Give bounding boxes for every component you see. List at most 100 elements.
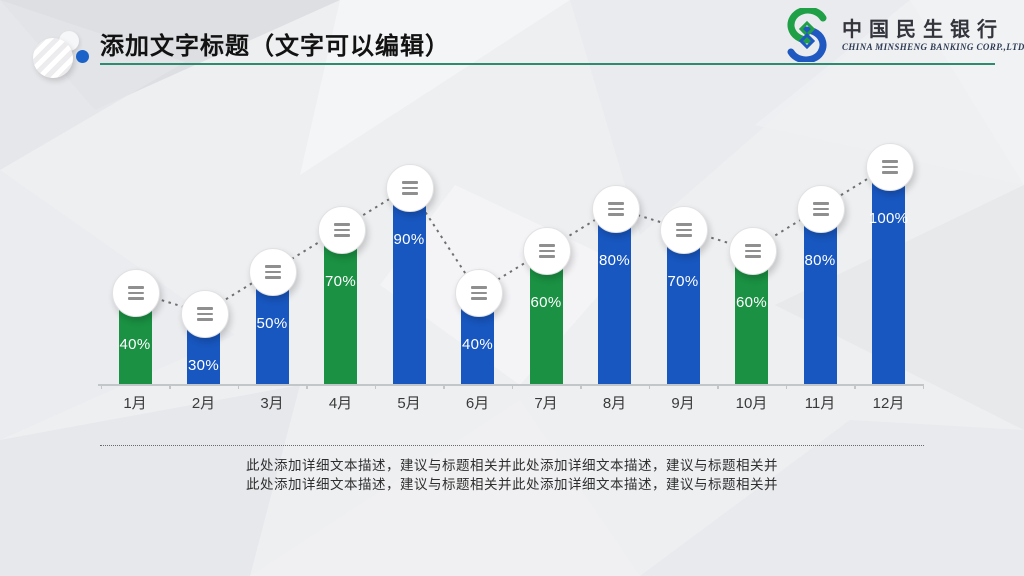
axis-category-label: 6月 bbox=[465, 395, 490, 412]
menu-icon bbox=[881, 165, 898, 169]
axis-tick bbox=[854, 385, 856, 389]
marker-circle[interactable] bbox=[249, 248, 297, 296]
menu-icon bbox=[676, 234, 692, 237]
axis-category-label: 2月 bbox=[191, 395, 216, 412]
axis-tick bbox=[717, 385, 719, 389]
menu-icon bbox=[265, 276, 281, 279]
bar-value-label: 70% bbox=[667, 273, 699, 290]
marker-circle[interactable] bbox=[386, 164, 434, 212]
menu-icon bbox=[128, 297, 144, 300]
title-underline bbox=[100, 63, 995, 65]
axis-category-label: 4月 bbox=[328, 395, 353, 412]
menu-icon bbox=[813, 207, 829, 211]
menu-icon bbox=[881, 171, 898, 174]
marker-circle[interactable] bbox=[317, 206, 366, 254]
menu-icon bbox=[813, 202, 829, 205]
axis-tick bbox=[648, 385, 651, 389]
marker-circle[interactable] bbox=[660, 206, 708, 254]
marker-circle[interactable] bbox=[865, 143, 914, 191]
menu-icon bbox=[881, 160, 898, 163]
chart-bar[interactable]: 80% bbox=[803, 216, 837, 384]
marker-circle[interactable] bbox=[112, 269, 160, 317]
chart-bar[interactable]: 70% bbox=[666, 237, 700, 384]
chart-bar[interactable]: 70% bbox=[324, 237, 357, 384]
axis-category-label: 5月 bbox=[397, 395, 421, 412]
menu-icon bbox=[744, 244, 761, 247]
menu-icon bbox=[539, 244, 555, 247]
axis-category-label: 10月 bbox=[735, 395, 768, 412]
menu-icon bbox=[196, 318, 213, 321]
marker-circle[interactable] bbox=[180, 290, 229, 338]
menu-icon bbox=[470, 291, 487, 295]
bar-value-label: 100% bbox=[868, 210, 909, 227]
bank-logo: 中国民生银行 CHINA MINSHENG BANKING CORP.,LTD. bbox=[779, 8, 1024, 62]
axis-category-label: 9月 bbox=[671, 395, 695, 412]
footer-divider-dotted bbox=[100, 445, 924, 446]
marker-circle[interactable] bbox=[797, 185, 845, 233]
chart-bar[interactable]: 80% bbox=[598, 216, 631, 384]
marker-circle[interactable] bbox=[523, 227, 571, 275]
axis-tick bbox=[100, 385, 103, 389]
marker-circle[interactable] bbox=[728, 227, 777, 275]
axis-tick bbox=[511, 385, 514, 389]
menu-icon bbox=[607, 213, 624, 216]
bar-value-label: 40% bbox=[119, 336, 151, 353]
axis-category-label: 1月 bbox=[123, 395, 147, 412]
axis-category-label: 12月 bbox=[872, 395, 905, 412]
menu-icon bbox=[402, 181, 418, 184]
menu-icon bbox=[744, 249, 761, 253]
axis-tick bbox=[785, 385, 788, 389]
menu-icon bbox=[676, 228, 692, 232]
menu-icon bbox=[813, 213, 829, 216]
chart-bar[interactable]: 90% bbox=[392, 195, 426, 384]
marker-circle[interactable] bbox=[591, 185, 640, 233]
x-axis-line bbox=[98, 384, 924, 386]
axis-tick bbox=[580, 385, 582, 389]
menu-icon bbox=[333, 234, 350, 237]
menu-icon bbox=[196, 307, 213, 310]
menu-icon bbox=[265, 270, 281, 274]
menu-icon bbox=[676, 223, 692, 226]
bar-value-label: 90% bbox=[393, 231, 425, 248]
menu-icon bbox=[470, 286, 487, 289]
menu-icon bbox=[607, 207, 624, 211]
axis-category-label: 8月 bbox=[602, 395, 627, 412]
menu-icon bbox=[402, 186, 418, 190]
menu-icon bbox=[470, 297, 487, 300]
footer-text-line1[interactable]: 此处添加详细文本描述，建议与标题相关并此处添加详细文本描述，建议与标题相关并 bbox=[246, 458, 778, 473]
menu-icon bbox=[265, 265, 281, 268]
marker-circle[interactable] bbox=[454, 269, 503, 317]
bar-value-label: 80% bbox=[599, 252, 630, 269]
axis-tick bbox=[237, 385, 240, 389]
chart-bar[interactable]: 50% bbox=[255, 279, 289, 384]
axis-tick bbox=[443, 385, 445, 389]
slide-title[interactable]: 添加文字标题（文字可以编辑） bbox=[100, 33, 450, 60]
axis-category-label: 3月 bbox=[260, 395, 284, 412]
chart-bar[interactable]: 60% bbox=[529, 258, 563, 384]
bank-name-english: CHINA MINSHENG BANKING CORP.,LTD. bbox=[842, 41, 1024, 52]
bar-value-label: 60% bbox=[530, 294, 562, 311]
menu-icon bbox=[196, 312, 213, 316]
bar-value-label: 60% bbox=[736, 294, 767, 311]
chart-bar[interactable]: 60% bbox=[735, 258, 768, 384]
menu-icon bbox=[744, 255, 761, 258]
menu-icon bbox=[539, 255, 555, 258]
menu-icon bbox=[128, 286, 144, 289]
menu-icon bbox=[402, 192, 418, 195]
axis-tick bbox=[306, 385, 308, 389]
bar-value-label: 40% bbox=[462, 336, 493, 353]
axis-tick bbox=[374, 385, 377, 389]
bar-value-label: 80% bbox=[804, 252, 836, 269]
bar-value-label: 30% bbox=[188, 357, 219, 374]
menu-icon bbox=[128, 291, 144, 295]
decoration-circle-big bbox=[33, 38, 73, 78]
footer-text-line2[interactable]: 此处添加详细文本描述，建议与标题相关并此处添加详细文本描述，建议与标题相关并 bbox=[246, 477, 778, 492]
chart-bar[interactable]: 100% bbox=[869, 174, 908, 384]
axis-category-label: 11月 bbox=[804, 395, 836, 412]
bank-name-chinese: 中国民生银行 bbox=[842, 18, 1004, 41]
menu-icon bbox=[539, 249, 555, 253]
